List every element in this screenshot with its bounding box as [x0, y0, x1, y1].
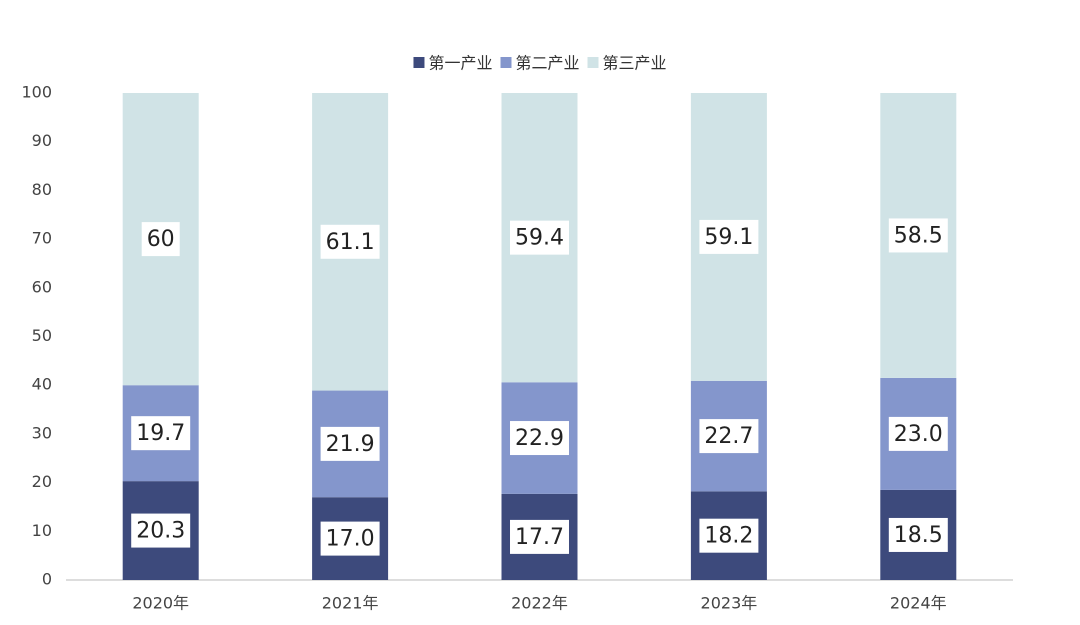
data-label: 59.4: [515, 226, 564, 251]
data-label-box: [699, 419, 759, 454]
data-label-box: [888, 416, 948, 451]
data-label: 17.7: [515, 525, 564, 550]
y-tick-label: 50: [32, 326, 52, 345]
legend: 第一产业 第二产业 第三产业: [413, 54, 667, 73]
data-label-box: [699, 219, 759, 254]
data-label-box: [320, 521, 380, 556]
y-tick-label: 30: [32, 423, 52, 442]
data-label: 22.7: [704, 424, 753, 449]
data-label: 61.1: [326, 230, 375, 255]
data-label-box: [131, 513, 191, 548]
legend-label: 第三产业: [603, 54, 667, 73]
data-label: 18.2: [704, 524, 753, 549]
x-tick-label: 2023年: [701, 594, 758, 613]
data-label: 19.7: [136, 421, 185, 446]
data-label: 59.1: [704, 225, 753, 250]
y-tick-label: 100: [21, 83, 52, 102]
legend-label: 第二产业: [515, 54, 579, 73]
x-tick-label: 2024年: [890, 594, 947, 613]
data-label-box: [320, 224, 380, 259]
y-tick-label: 90: [32, 131, 52, 150]
data-label: 58.5: [894, 223, 943, 248]
x-tick-label: 2021年: [322, 594, 379, 613]
data-label: 20.3: [136, 519, 185, 544]
legend-label: 第一产业: [428, 54, 492, 73]
x-tick-label: 2022年: [511, 594, 568, 613]
data-label-box: [141, 222, 180, 257]
x-tick-label: 2020年: [132, 594, 189, 613]
y-tick-label: 60: [32, 277, 52, 296]
data-label: 17.0: [326, 527, 375, 552]
legend-swatch: [413, 57, 425, 68]
data-label: 21.9: [326, 432, 375, 457]
data-label: 22.9: [515, 426, 564, 451]
legend-swatch: [500, 57, 512, 68]
data-label-box: [510, 421, 569, 456]
y-tick-label: 70: [32, 229, 52, 248]
data-label-box: [888, 517, 948, 552]
y-tick-label: 40: [32, 375, 52, 394]
data-label-box: [510, 519, 569, 554]
data-label: 23.0: [894, 422, 943, 447]
y-tick-label: 80: [32, 180, 52, 199]
y-tick-label: 20: [32, 472, 52, 491]
data-label-box: [131, 416, 191, 451]
data-label: 18.5: [894, 523, 943, 548]
data-label-box: [510, 220, 569, 255]
data-label-box: [699, 518, 759, 553]
data-label-box: [888, 218, 948, 253]
y-tick-label: 10: [32, 521, 52, 540]
y-tick-label: 0: [42, 570, 52, 589]
legend-swatch: [587, 57, 599, 68]
data-label: 60: [147, 227, 175, 252]
data-label-box: [320, 426, 380, 461]
